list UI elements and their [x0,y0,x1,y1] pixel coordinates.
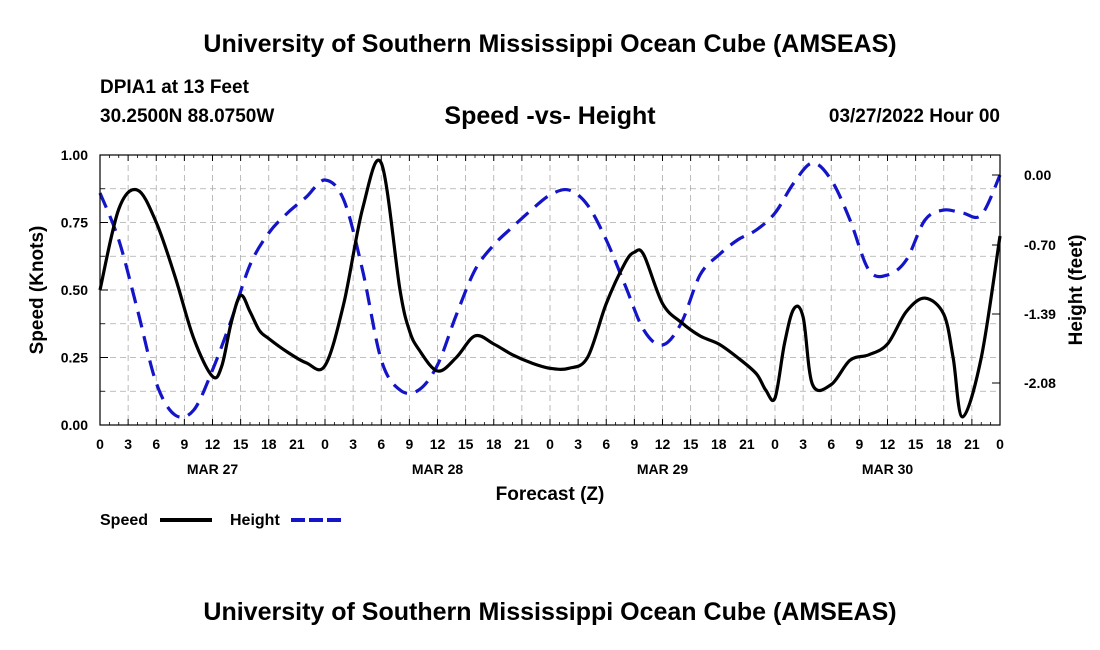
x-tick-label: 18 [936,436,952,452]
legend: Speed Height [100,512,343,529]
x-tick-label: 9 [405,436,413,452]
height-series-line [98,161,1002,419]
station-label: DPIA1 at 13 Feet [100,77,249,98]
x-tick-label: 6 [152,436,160,452]
y2-tick-label: -2.08 [1024,375,1056,391]
x-tick-label: 3 [349,436,357,452]
y-tick-label: 0.25 [61,350,88,366]
x-tick-label: 6 [377,436,385,452]
y2-tick-label: 0.00 [1024,167,1051,183]
x-tick-label: 0 [321,436,329,452]
forecast-datetime: 03/27/2022 Hour 00 [828,106,1000,127]
y-tick-label: 0.00 [61,417,88,433]
x-tick-label: 0 [96,436,104,452]
legend-height-label: Height [230,512,280,529]
x-tick-label: 12 [880,436,896,452]
x-tick-label: 18 [261,436,277,452]
x-tick-label: 3 [124,436,132,452]
x-tick-label: 15 [908,436,924,452]
y-tick-label: 1.00 [61,147,88,163]
x-tick-label: 21 [964,436,980,452]
x-tick-label: 21 [739,436,755,452]
coordinates-label: 30.2500N 88.0750W [100,106,275,127]
x-tick-label: 0 [996,436,1004,452]
x-date-label: MAR 28 [412,461,464,477]
x-tick-label: 6 [602,436,610,452]
x-tick-label: 12 [655,436,671,452]
x-tick-label: 9 [180,436,188,452]
x-tick-label: 18 [711,436,727,452]
y-tick-label: 0.50 [61,282,88,298]
x-tick-label: 21 [514,436,530,452]
chart-subtitle: Speed -vs- Height [444,102,656,130]
x-tick-label: 9 [630,436,638,452]
x-tick-label: 0 [771,436,779,452]
y-tick-label: 0.75 [61,215,88,231]
chart-axes: 0 3 6 9 12 15 18 21 0 3 6 9 12 15 18 21 0 3 6 9 12 15 18 21 0 3 6 9… [61,147,1056,477]
x-tick-label: 6 [827,436,835,452]
x-tick-label: 21 [289,436,305,452]
x-tick-label: 0 [546,436,554,452]
x-tick-label: 18 [486,436,502,452]
x-axis-title: Forecast (Z) [496,484,605,505]
x-tick-label: 3 [574,436,582,452]
y-axis-title: Speed (Knots) [27,226,48,355]
x-tick-label: 3 [799,436,807,452]
x-tick-label: 15 [683,436,699,452]
x-date-label: MAR 29 [637,461,689,477]
y2-tick-label: -0.70 [1024,237,1056,253]
speed-series-line [98,158,1002,419]
chart-title: University of Southern Mississippi Ocean… [203,30,897,58]
series-layer [98,158,1002,419]
x-tick-label: 12 [205,436,221,452]
footer-title: University of Southern Mississippi Ocean… [203,598,897,626]
x-tick-label: 15 [458,436,474,452]
x-date-label: MAR 30 [862,461,914,477]
y2-axis-title: Height (feet) [1066,235,1087,346]
y2-tick-label: -1.39 [1024,306,1056,322]
x-date-label: MAR 27 [187,461,239,477]
x-tick-label: 12 [430,436,446,452]
legend-speed-label: Speed [100,512,148,529]
chart-grid [100,155,1000,425]
x-tick-label: 9 [855,436,863,452]
x-tick-label: 15 [233,436,249,452]
